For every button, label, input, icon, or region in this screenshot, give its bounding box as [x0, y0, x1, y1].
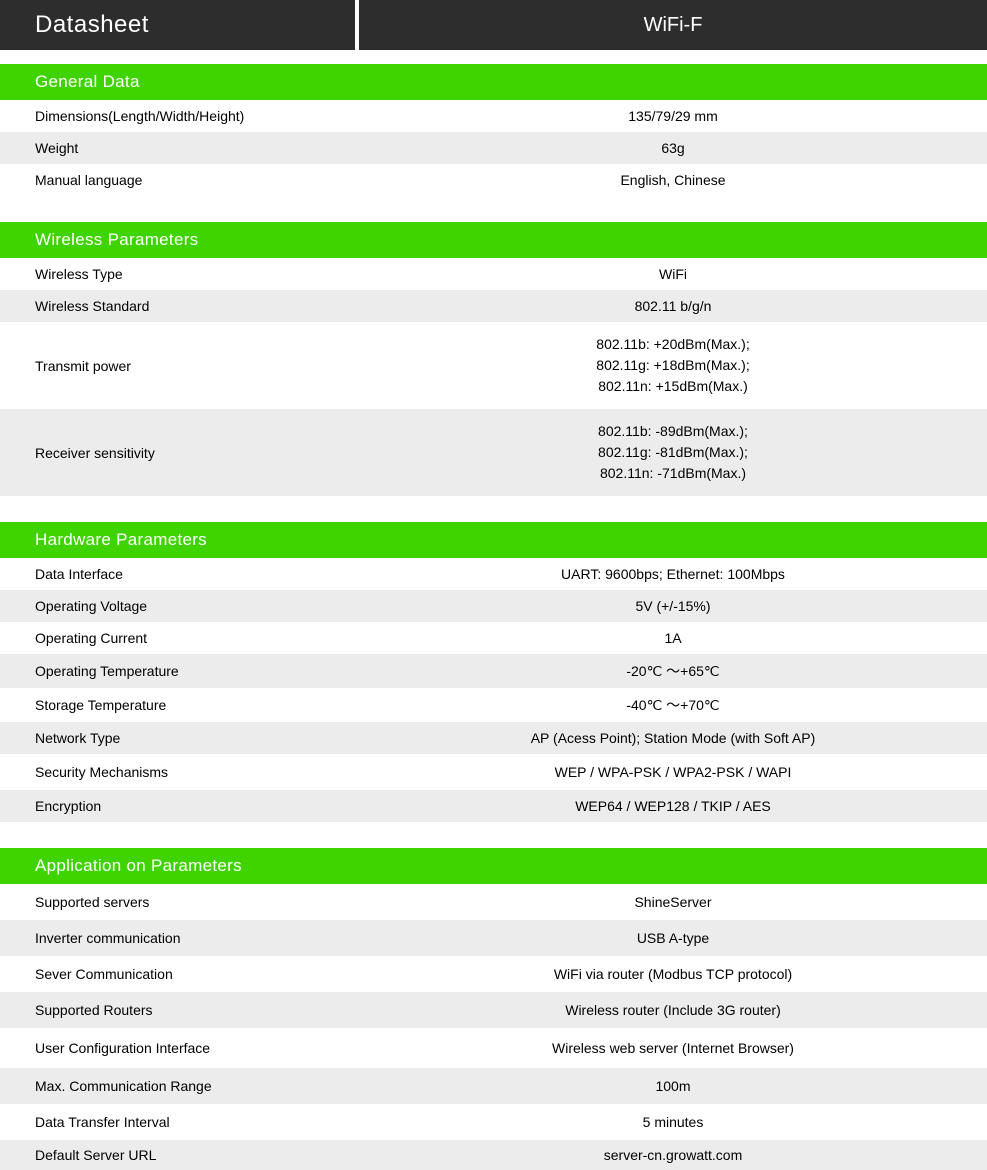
value-line: 802.11g: +18dBm(Max.); — [369, 355, 977, 376]
row-label: Manual language — [0, 165, 355, 195]
row-label: Supported Routers — [0, 995, 355, 1025]
table-row: Data Interface UART: 9600bps; Ethernet: … — [0, 558, 987, 590]
row-value: 802.11 b/g/n — [359, 291, 987, 321]
table-row: Default Server URL server-cn.growatt.com — [0, 1140, 987, 1170]
section-header-hardware: Hardware Parameters — [0, 522, 987, 558]
section-gap — [0, 496, 987, 522]
table-row: Wireless Type WiFi — [0, 258, 987, 290]
row-label: Supported servers — [0, 887, 355, 917]
row-label: Network Type — [0, 723, 355, 753]
row-value: Wireless router (Include 3G router) — [359, 995, 987, 1025]
table-row: Storage Temperature -40℃ ～+70℃ — [0, 688, 987, 722]
row-label: Inverter communication — [0, 923, 355, 953]
table-row: Max. Communication Range 100m — [0, 1068, 987, 1104]
row-value: USB A-type — [359, 923, 987, 953]
row-label: Operating Current — [0, 623, 355, 653]
table-row: Operating Voltage 5V (+/-15%) — [0, 590, 987, 622]
row-label: Wireless Type — [0, 259, 355, 289]
row-label: Weight — [0, 133, 355, 163]
row-value: 5V (+/-15%) — [359, 591, 987, 621]
value-line: 802.11n: -71dBm(Max.) — [369, 463, 977, 484]
row-value: -20℃ ～+65℃ — [359, 654, 987, 688]
row-label: Max. Communication Range — [0, 1071, 355, 1101]
row-value: 63g — [359, 133, 987, 163]
value-line: 802.11b: +20dBm(Max.); — [369, 334, 977, 355]
table-row: Sever Communication WiFi via router (Mod… — [0, 956, 987, 992]
section-header-general: General Data — [0, 64, 987, 100]
row-label: Encryption — [0, 791, 355, 821]
row-label: Receiver sensitivity — [0, 438, 355, 468]
table-row: Wireless Standard 802.11 b/g/n — [0, 290, 987, 322]
row-label: Security Mechanisms — [0, 757, 355, 787]
row-value: 1A — [359, 623, 987, 653]
row-value: WiFi via router (Modbus TCP protocol) — [359, 959, 987, 989]
row-label: Wireless Standard — [0, 291, 355, 321]
row-label: Sever Communication — [0, 959, 355, 989]
row-label: User Configuration Interface — [0, 1033, 355, 1063]
table-row: Supported servers ShineServer — [0, 884, 987, 920]
row-value: WEP64 / WEP128 / TKIP / AES — [359, 791, 987, 821]
row-value: 100m — [359, 1071, 987, 1101]
table-row: Network Type AP (Acess Point); Station M… — [0, 722, 987, 754]
table-row: Weight 63g — [0, 132, 987, 164]
row-label: Default Server URL — [0, 1140, 355, 1170]
table-row: User Configuration Interface Wireless we… — [0, 1028, 987, 1068]
row-value: WEP / WPA-PSK / WPA2-PSK / WAPI — [359, 757, 987, 787]
row-label: Transmit power — [0, 351, 355, 381]
table-row: Encryption WEP64 / WEP128 / TKIP / AES — [0, 790, 987, 822]
header: Datasheet WiFi-F — [0, 0, 987, 50]
table-row: Transmit power 802.11b: +20dBm(Max.); 80… — [0, 322, 987, 409]
value-line: 802.11b: -89dBm(Max.); — [369, 421, 977, 442]
table-row: Dimensions(Length/Width/Height) 135/79/2… — [0, 100, 987, 132]
row-label: Dimensions(Length/Width/Height) — [0, 101, 355, 131]
row-value: 802.11b: +20dBm(Max.); 802.11g: +18dBm(M… — [359, 322, 987, 409]
row-value: AP (Acess Point); Station Mode (with Sof… — [359, 723, 987, 753]
table-row: Receiver sensitivity 802.11b: -89dBm(Max… — [0, 409, 987, 496]
value-line: 802.11n: +15dBm(Max.) — [369, 376, 977, 397]
row-value: UART: 9600bps; Ethernet: 100Mbps — [359, 559, 987, 589]
row-value: server-cn.growatt.com — [359, 1140, 987, 1170]
table-row: Operating Temperature -20℃ ～+65℃ — [0, 654, 987, 688]
row-value: -40℃ ～+70℃ — [359, 688, 987, 722]
row-value: Wireless web server (Internet Browser) — [359, 1033, 987, 1063]
row-value: WiFi — [359, 259, 987, 289]
row-value: 135/79/29 mm — [359, 101, 987, 131]
row-label: Operating Voltage — [0, 591, 355, 621]
section-header-wireless: Wireless Parameters — [0, 222, 987, 258]
row-value: English, Chinese — [359, 165, 987, 195]
table-row: Security Mechanisms WEP / WPA-PSK / WPA2… — [0, 754, 987, 790]
section-gap — [0, 822, 987, 848]
row-value: 5 minutes — [359, 1107, 987, 1137]
header-title-right: WiFi-F — [359, 0, 987, 50]
row-label: Data Interface — [0, 559, 355, 589]
row-value: 802.11b: -89dBm(Max.); 802.11g: -81dBm(M… — [359, 409, 987, 496]
table-row: Operating Current 1A — [0, 622, 987, 654]
table-row: Supported Routers Wireless router (Inclu… — [0, 992, 987, 1028]
section-gap — [0, 196, 987, 222]
row-label: Storage Temperature — [0, 690, 355, 720]
table-row: Inverter communication USB A-type — [0, 920, 987, 956]
header-title-left: Datasheet — [0, 0, 355, 50]
value-line: 802.11g: -81dBm(Max.); — [369, 442, 977, 463]
table-row: Manual language English, Chinese — [0, 164, 987, 196]
row-label: Operating Temperature — [0, 656, 355, 686]
section-header-application: Application on Parameters — [0, 848, 987, 884]
row-label: Data Transfer Interval — [0, 1107, 355, 1137]
table-row: Data Transfer Interval 5 minutes — [0, 1104, 987, 1140]
section-gap — [0, 50, 987, 64]
row-value: ShineServer — [359, 887, 987, 917]
